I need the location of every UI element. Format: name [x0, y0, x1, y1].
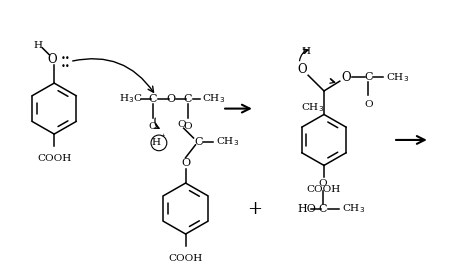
Text: O: O: [181, 158, 190, 169]
Text: O: O: [47, 53, 57, 66]
Text: C: C: [149, 94, 157, 104]
Text: O: O: [183, 122, 192, 131]
Text: O: O: [341, 71, 351, 84]
Text: H: H: [34, 42, 43, 50]
Text: ••: ••: [61, 62, 71, 71]
Text: O: O: [364, 100, 373, 109]
Text: C: C: [364, 72, 373, 82]
Text: CH$_3$: CH$_3$: [342, 202, 365, 215]
Text: H$_3$C: H$_3$C: [119, 92, 143, 105]
Text: O: O: [177, 120, 186, 129]
Text: $^+$: $^+$: [159, 134, 166, 142]
Text: COOH: COOH: [168, 254, 203, 263]
Text: H: H: [301, 47, 310, 56]
Text: CH$_3$: CH$_3$: [202, 92, 226, 105]
Text: H: H: [152, 138, 161, 147]
Text: HO: HO: [297, 204, 316, 213]
Text: O: O: [149, 122, 157, 131]
Text: ••: ••: [61, 54, 71, 63]
Text: COOH: COOH: [307, 185, 341, 194]
Text: CH$_3$: CH$_3$: [216, 136, 239, 148]
Text: O: O: [319, 179, 327, 188]
Text: CH$_3$: CH$_3$: [386, 71, 410, 84]
Text: +: +: [247, 200, 262, 218]
Text: C: C: [319, 204, 327, 213]
Text: O: O: [297, 63, 307, 76]
Text: C: C: [194, 137, 203, 147]
Text: O: O: [166, 94, 175, 104]
Text: C: C: [183, 94, 192, 104]
Text: CH$_3$: CH$_3$: [301, 101, 324, 114]
Text: COOH: COOH: [37, 154, 71, 163]
